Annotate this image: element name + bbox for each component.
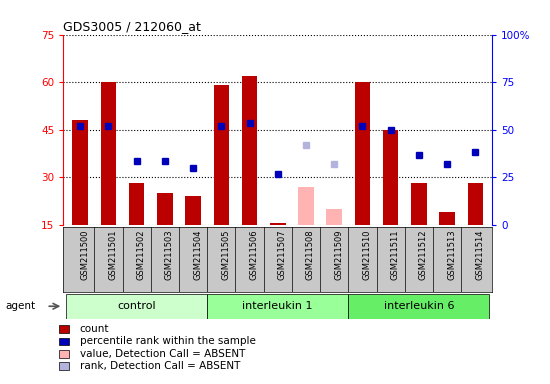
Text: GSM211500: GSM211500 xyxy=(80,230,89,280)
Bar xyxy=(129,184,145,225)
Text: agent: agent xyxy=(6,301,36,311)
Text: GSM211513: GSM211513 xyxy=(447,230,456,280)
Bar xyxy=(298,187,314,225)
Bar xyxy=(242,76,257,225)
Text: GSM211508: GSM211508 xyxy=(306,230,315,280)
Bar xyxy=(59,362,69,370)
Bar xyxy=(207,294,348,319)
Text: interleukin 1: interleukin 1 xyxy=(243,301,313,311)
Text: GSM211505: GSM211505 xyxy=(221,230,230,280)
Text: rank, Detection Call = ABSENT: rank, Detection Call = ABSENT xyxy=(80,361,240,371)
Text: percentile rank within the sample: percentile rank within the sample xyxy=(80,336,255,346)
Text: GSM211510: GSM211510 xyxy=(362,230,371,280)
Text: interleukin 6: interleukin 6 xyxy=(383,301,454,311)
Text: GSM211503: GSM211503 xyxy=(165,230,174,280)
Text: GSM211507: GSM211507 xyxy=(278,230,287,280)
Bar xyxy=(185,196,201,225)
Text: GSM211502: GSM211502 xyxy=(136,230,146,280)
Text: value, Detection Call = ABSENT: value, Detection Call = ABSENT xyxy=(80,349,245,359)
Bar xyxy=(439,212,455,225)
Text: GSM211506: GSM211506 xyxy=(250,230,258,280)
Bar xyxy=(101,82,116,225)
Bar xyxy=(383,130,398,225)
Bar xyxy=(157,193,173,225)
Bar xyxy=(411,184,427,225)
Bar xyxy=(348,294,490,319)
Bar xyxy=(213,85,229,225)
Text: GSM211514: GSM211514 xyxy=(475,230,485,280)
Text: GSM211509: GSM211509 xyxy=(334,230,343,280)
Bar xyxy=(59,350,69,358)
Text: count: count xyxy=(80,324,109,334)
Text: GDS3005 / 212060_at: GDS3005 / 212060_at xyxy=(63,20,201,33)
Text: GSM211511: GSM211511 xyxy=(390,230,400,280)
Text: GSM211512: GSM211512 xyxy=(419,230,428,280)
Text: GSM211504: GSM211504 xyxy=(193,230,202,280)
Bar xyxy=(59,325,69,333)
Text: GSM211501: GSM211501 xyxy=(108,230,117,280)
Bar xyxy=(327,209,342,225)
Bar xyxy=(468,184,483,225)
Text: control: control xyxy=(117,301,156,311)
Bar xyxy=(270,223,285,225)
Bar xyxy=(66,294,207,319)
Bar xyxy=(73,120,88,225)
Bar xyxy=(59,338,69,345)
Bar xyxy=(355,82,370,225)
